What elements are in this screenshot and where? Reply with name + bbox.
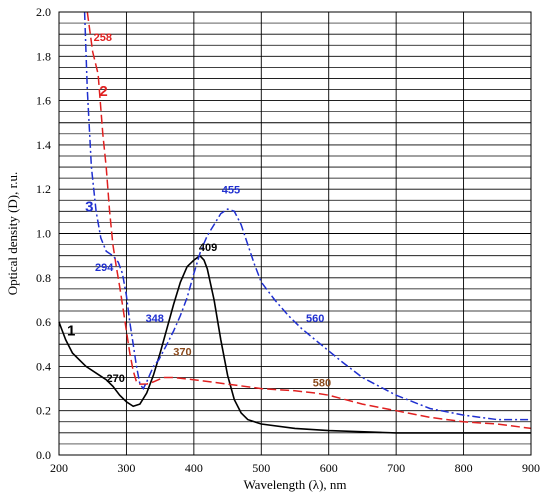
x-tick-label: 900 — [522, 461, 540, 475]
y-tick-label: 1.2 — [36, 182, 51, 196]
x-tick-label: 200 — [50, 461, 68, 475]
curve-number-label: 2 — [99, 83, 107, 100]
y-tick-label: 0.6 — [36, 315, 51, 329]
x-tick-label: 300 — [117, 461, 135, 475]
peak-wavelength-label: 455 — [222, 185, 240, 197]
peak-wavelength-label: 270 — [106, 373, 124, 385]
x-tick-label: 700 — [387, 461, 405, 475]
peak-wavelength-label: 409 — [199, 242, 217, 254]
curve-number-label: 1 — [67, 322, 75, 339]
annotations: 258 2 3 294 409 455 348 560 1 270 370 580 — [67, 32, 331, 390]
y-tick-label: 0.8 — [36, 271, 51, 285]
x-tick-label: 600 — [320, 461, 338, 475]
series-2-line — [86, 11, 532, 430]
x-tick-label: 800 — [455, 461, 473, 475]
peak-wavelength-label: 560 — [306, 313, 324, 325]
peak-wavelength-label: 348 — [146, 313, 164, 325]
peak-wavelength-label: 294 — [95, 262, 114, 274]
x-tick-labels: 200 300 400 500 600 700 800 900 — [50, 461, 540, 475]
y-tick-label: 1.0 — [36, 227, 51, 241]
x-tick-label: 400 — [185, 461, 203, 475]
peak-wavelength-label: 258 — [94, 32, 112, 44]
peak-wavelength-label: 370 — [173, 346, 191, 358]
y-tick-label: 1.6 — [36, 94, 51, 108]
y-tick-label: 0.2 — [36, 404, 51, 418]
y-tick-label: 1.4 — [36, 138, 51, 152]
y-axis-label: Optical density (D), r.u. — [5, 172, 20, 295]
grid — [58, 11, 532, 456]
y-tick-label: 2.0 — [36, 5, 51, 19]
series-1-line — [58, 254, 531, 434]
x-tick-label: 500 — [252, 461, 270, 475]
curve-number-label: 3 — [85, 198, 93, 215]
peak-wavelength-label: 580 — [313, 377, 331, 389]
curves — [58, 11, 532, 434]
plot-frame — [58, 11, 532, 456]
x-axis-label: Wavelength (λ), nm — [243, 477, 346, 492]
y-tick-labels: 0.0 0.2 0.4 0.6 0.8 1.0 1.2 1.4 1.6 1.8 2.0 — [36, 5, 51, 462]
series-3-line — [83, 11, 531, 421]
y-tick-label: 0.4 — [36, 359, 51, 373]
y-tick-label: 1.8 — [36, 49, 51, 63]
y-tick-label: 0.0 — [36, 448, 51, 462]
